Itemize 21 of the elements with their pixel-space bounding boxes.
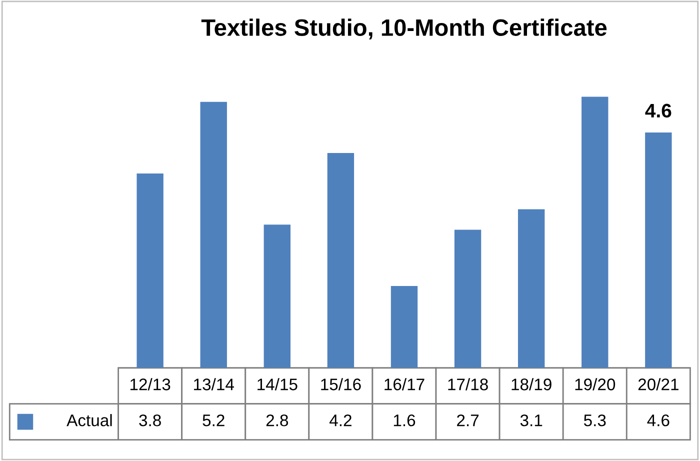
legend-label: Actual <box>66 414 112 426</box>
data-label: 1.6 <box>394 414 416 426</box>
x-tick-label: 14/15 <box>258 378 298 390</box>
data-label: 4.6 <box>647 414 670 426</box>
x-tick-label: 15/16 <box>321 378 361 390</box>
x-tick-label: 17/18 <box>448 378 488 390</box>
x-tick-label: 13/14 <box>194 378 234 390</box>
x-tick-label: 20/21 <box>638 378 678 390</box>
data-label: 3.8 <box>139 414 161 426</box>
data-label: 3.1 <box>520 414 542 426</box>
data-label: 2.8 <box>266 414 288 426</box>
x-tick-label: 16/17 <box>384 378 424 390</box>
x-tick-label: 19/20 <box>575 378 616 390</box>
data-label: 5.2 <box>202 414 224 426</box>
data-label: 4.2 <box>330 414 352 426</box>
data-label: 5.3 <box>584 414 606 426</box>
x-tick-label: 18/19 <box>512 378 552 390</box>
chart-title: Textiles Studio, 10-Month Certificate <box>201 18 607 40</box>
x-tick-label: 12/13 <box>130 378 170 390</box>
data-label: 2.7 <box>457 414 479 426</box>
annotation: 4.6 <box>645 104 672 118</box>
